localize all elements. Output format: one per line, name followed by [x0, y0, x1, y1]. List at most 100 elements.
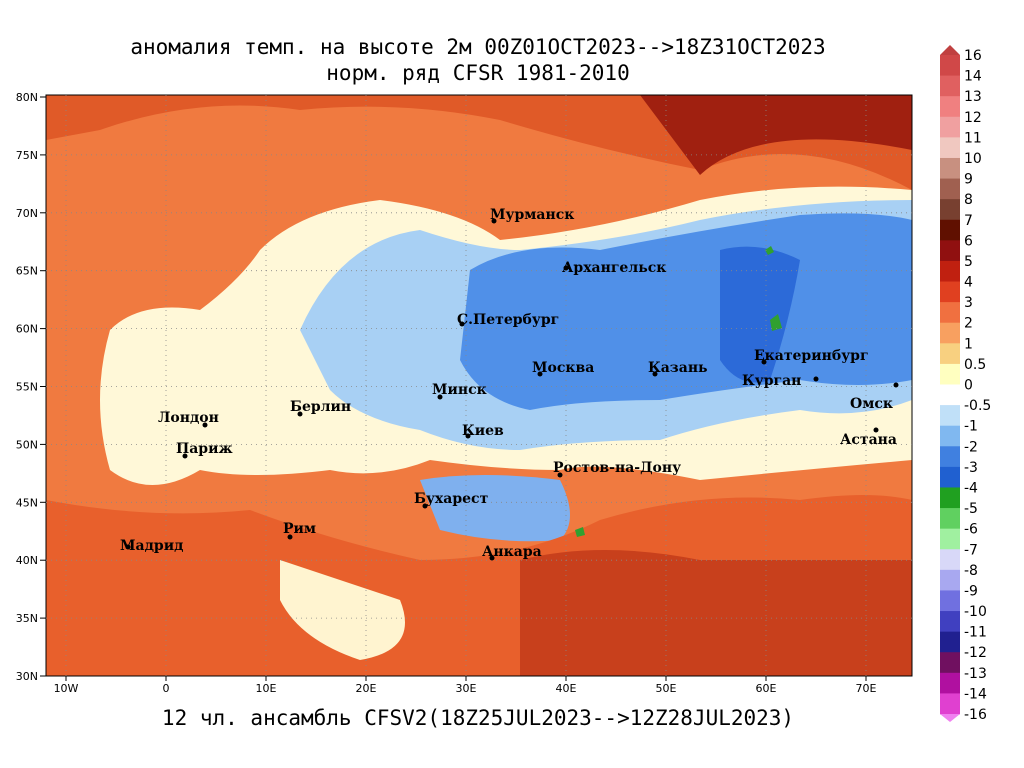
city-label: Минск: [432, 382, 487, 398]
colorbar-swatch: [940, 281, 960, 303]
field-darkred: [640, 95, 912, 175]
colorbar-swatch: [940, 590, 960, 612]
colorbar-label: 11: [964, 130, 982, 146]
colorbar-cap: [940, 714, 960, 722]
city-label: Екатеринбург: [754, 348, 869, 364]
axes: 80N 75N 70N 65N 60N 55N 50N 45N 40N 35N 30N 10W 0 10E…: [16, 91, 912, 695]
colorbar-swatch: [940, 466, 960, 488]
colorbar-label: -16: [964, 707, 987, 723]
colorbar-swatch: [940, 178, 960, 200]
colorbar-label: 2: [964, 316, 973, 332]
city-label: Анкара: [482, 544, 542, 560]
colorbar-swatch: [940, 302, 960, 324]
colorbar-swatch: [940, 569, 960, 591]
colorbar-label: -11: [964, 625, 987, 641]
colorbar-swatch: [940, 528, 960, 550]
city-label: Ростов-на-Дону: [553, 460, 681, 476]
city-dot: [563, 265, 569, 271]
city-label: Астана: [840, 432, 897, 448]
lon-label: 0: [163, 682, 170, 695]
city-label: Берлин: [290, 399, 351, 415]
colorbar-swatch: [940, 508, 960, 530]
city-dot: [297, 411, 303, 417]
colorbar-label: 0.5: [964, 357, 986, 373]
city-label: Курган: [742, 373, 801, 389]
colorbar-label: 8: [964, 192, 973, 208]
colorbar-swatch: [940, 240, 960, 262]
colorbar-label: -2: [964, 439, 978, 455]
colorbar-label: 0: [964, 378, 973, 394]
colorbar-label: 1: [964, 336, 973, 352]
city-label: Москва: [532, 360, 594, 376]
colorbar-swatch: [940, 611, 960, 633]
lat-label: 75N: [16, 149, 38, 162]
lon-label: 20E: [356, 682, 377, 695]
city-dot: [893, 382, 899, 388]
city-label: Бухарест: [414, 491, 489, 507]
field-med: [280, 560, 405, 660]
lat-label: 65N: [16, 265, 38, 278]
colorbar-label: -3: [964, 460, 978, 476]
city-dot: [557, 472, 563, 478]
lat-label: 40N: [16, 554, 38, 567]
colorbar-label: -1: [964, 419, 978, 435]
lon-label: 10W: [54, 682, 79, 695]
colorbar-swatch: [940, 199, 960, 221]
city-dot: [489, 555, 495, 561]
colorbar-label: -6: [964, 522, 978, 538]
colorbar-swatch: [940, 693, 960, 715]
city-label: Париж: [176, 441, 233, 457]
city-dot: [422, 503, 428, 509]
colorbar-label: 4: [964, 275, 973, 291]
colorbar-swatch: [940, 631, 960, 653]
colorbar-swatch: [940, 405, 960, 427]
colorbar-swatch: [940, 446, 960, 468]
colorbar-label: 13: [964, 89, 982, 105]
city-dot: [465, 433, 471, 439]
colorbar-swatch: [940, 219, 960, 241]
colorbar-swatch: [940, 75, 960, 97]
field-blacksea: [420, 475, 570, 542]
city-dot: [202, 422, 208, 428]
lat-label: 35N: [16, 612, 38, 625]
colorbar-label: 14: [964, 69, 982, 85]
colorbar-label: -7: [964, 542, 978, 558]
colorbar-swatch: [940, 55, 960, 77]
colorbar-swatch: [940, 384, 960, 406]
city-label: Мурманск: [490, 207, 574, 223]
lat-label: 45N: [16, 496, 38, 509]
colorbar-swatch: [940, 137, 960, 159]
city-label: Омск: [850, 396, 893, 412]
colorbar-label: 5: [964, 254, 973, 270]
colorbar-swatch: [940, 549, 960, 571]
colorbar-label: -12: [964, 645, 987, 661]
city-label: Казань: [648, 360, 708, 376]
lon-label: 50E: [656, 682, 677, 695]
footer: 12 чл. ансамбль CFSV2(18Z25JUL2023-->12Z…: [162, 706, 794, 730]
colorbar-swatch: [940, 343, 960, 365]
city-dot: [125, 544, 131, 550]
lon-label: 40E: [556, 682, 577, 695]
colorbar-swatch: [940, 157, 960, 180]
city-dot: [537, 371, 543, 377]
colorbar-label: -4: [964, 480, 978, 496]
colorbar-label: -5: [964, 501, 978, 517]
colorbar-label: 12: [964, 110, 982, 126]
lon-label: 70E: [856, 682, 877, 695]
colorbar-swatch: [940, 322, 960, 344]
lon-label: 10E: [256, 682, 277, 695]
colorbar-swatch: [940, 96, 960, 118]
colorbar: 16 14 13 12 11 10 9 8 7 6 5 4 3 2 1 0.5 0 -0.5 -1 -2 -3 -4 -5 -…: [940, 45, 991, 723]
city-label: Рим: [283, 521, 316, 537]
city-label: Киев: [462, 423, 504, 439]
colorbar-label: -13: [964, 666, 987, 682]
colorbar-label: -10: [964, 604, 987, 620]
city-label: Архангельск: [562, 260, 666, 276]
city-label: Лондон: [158, 410, 219, 426]
lat-label: 60N: [16, 323, 38, 336]
map-field: [46, 95, 912, 676]
colorbar-swatch: [940, 652, 960, 674]
map-frame: [45, 94, 913, 677]
city-dot: [491, 218, 497, 224]
colorbar-swatch: [940, 672, 960, 694]
